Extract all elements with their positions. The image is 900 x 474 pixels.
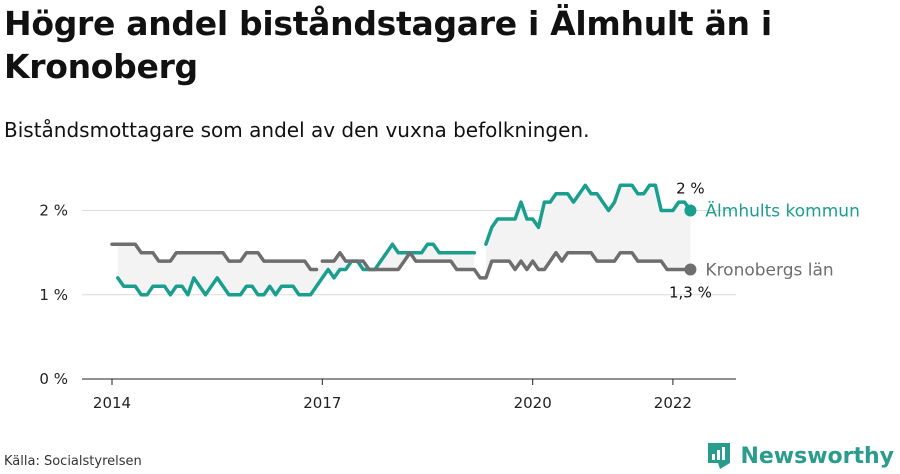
series-line-kronoberg	[320, 250, 693, 280]
series-line-almhult	[116, 242, 477, 297]
series-line-kronoberg	[110, 242, 319, 272]
series-name-kronoberg: Kronobergs län	[705, 261, 833, 281]
page-subtitle: Biståndsmottagare som andel av den vuxna…	[4, 118, 590, 142]
series-line-almhult	[484, 183, 693, 246]
value-label-almhult: 2 %	[676, 180, 705, 198]
x-tick-label: 2014	[93, 394, 131, 412]
brand-name: Newsworthy	[740, 443, 894, 469]
y-tick-label: 1 %	[39, 286, 68, 304]
end-marker-almhult	[684, 204, 697, 217]
x-tick-label: 2022	[654, 394, 692, 412]
y-tick-label: 2 %	[39, 202, 68, 220]
source-credit: Källa: Socialstyrelsen	[4, 454, 142, 469]
value-label-kronoberg: 1,3 %	[669, 284, 712, 302]
brand-logo: Newsworthy	[706, 440, 894, 472]
difference-band	[485, 185, 691, 278]
y-tick-label: 0 %	[39, 370, 68, 388]
page-title: Högre andel biståndstagare i Älmhult än …	[4, 4, 772, 86]
x-tick-label: 2017	[303, 394, 341, 412]
series-name-almhult: Älmhults kommun	[705, 201, 859, 222]
newsworthy-logo-icon	[708, 443, 731, 469]
x-tick-label: 2020	[514, 394, 552, 412]
line-chart: 0 % 1 % 2 % 2014 2017 2020 2022 Älmhults kommun…	[39, 180, 859, 412]
end-marker-kronoberg	[684, 263, 697, 276]
